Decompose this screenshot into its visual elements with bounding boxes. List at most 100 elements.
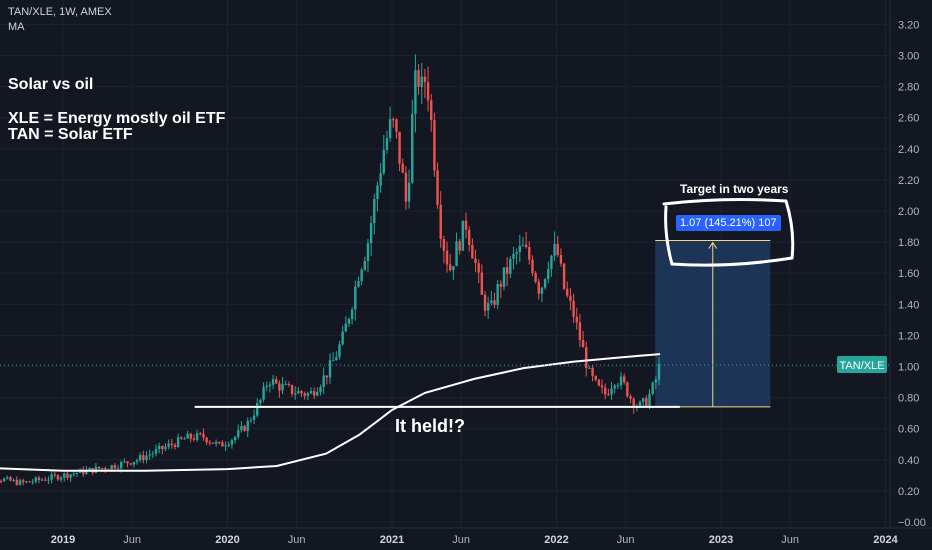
candle-body: [322, 375, 325, 388]
candle-body: [616, 385, 620, 387]
candle-body: [164, 446, 167, 450]
candle-body: [518, 245, 522, 253]
candle-body: [363, 260, 366, 270]
candle-body: [493, 300, 496, 305]
moving-average: [0, 353, 661, 472]
candle-body: [40, 479, 44, 481]
candle-body: [496, 283, 499, 305]
candle-body: [281, 384, 284, 391]
candle-body: [44, 479, 47, 481]
candle-body: [597, 379, 601, 386]
x-tick-label: Jun: [617, 534, 635, 546]
candle-body: [594, 375, 597, 380]
candle-body: [379, 173, 382, 186]
candle-body: [142, 455, 145, 461]
candle-body: [461, 220, 465, 251]
candle-body: [401, 163, 404, 173]
candles: [0, 54, 661, 486]
x-tick-label: 2022: [544, 534, 568, 546]
candle-body: [626, 382, 629, 397]
y-tick-label: 2.00: [898, 206, 919, 218]
candle-body: [230, 440, 234, 445]
candle-body: [632, 398, 635, 407]
candle-body: [116, 468, 120, 470]
y-tick-label: 1.60: [898, 268, 919, 280]
candle-body: [657, 364, 661, 380]
indicator-label[interactable]: MA: [8, 21, 25, 33]
candle-body: [21, 480, 25, 483]
candle-body: [227, 444, 230, 446]
candle-body: [528, 247, 531, 260]
candle-body: [524, 244, 528, 248]
candle-body: [534, 273, 537, 282]
candle-body: [189, 433, 193, 439]
candle-body: [123, 461, 126, 463]
candle-body: [575, 316, 578, 323]
candle-body: [559, 254, 563, 264]
candle-body: [499, 283, 503, 287]
candle-body: [34, 477, 37, 482]
x-tick-label: Jun: [452, 534, 470, 546]
candle-body: [505, 267, 509, 274]
target-circle: [662, 198, 795, 267]
symbol-title: TAN/XLE, 1W, AMEX: [8, 6, 112, 18]
candle-body: [622, 376, 626, 383]
candle-body: [192, 438, 196, 440]
candle-body: [53, 474, 56, 476]
candle-body: [120, 462, 123, 469]
candle-body: [85, 469, 88, 474]
x-tick-label: Jun: [123, 534, 141, 546]
candle-body: [145, 455, 148, 461]
candle-body: [208, 442, 211, 444]
candle-body: [550, 255, 553, 270]
candle-body: [173, 444, 177, 447]
candle-body: [373, 198, 376, 224]
y-axis[interactable]: 3.20 3.00 2.80 2.60 2.40 2.20 2.00 1.80 1.60 1.40…: [889, 0, 926, 529]
candle-body: [607, 394, 610, 396]
candle-body: [195, 433, 199, 440]
candle-body: [585, 347, 588, 368]
candle-body: [464, 220, 468, 230]
candle-body: [385, 138, 389, 150]
candle-body: [312, 391, 316, 396]
candle-body: [366, 243, 370, 261]
candle-body: [562, 263, 566, 289]
candle-body: [467, 229, 471, 245]
candle-body: [553, 244, 556, 256]
candle-body: [183, 438, 186, 440]
y-tick-label: 1.20: [898, 330, 919, 342]
candle-body: [445, 250, 449, 265]
candle-body: [202, 433, 205, 438]
candle-body: [243, 426, 246, 431]
candle-body: [97, 466, 101, 469]
y-tick-label: 3.20: [898, 19, 919, 31]
candle-body: [480, 272, 484, 295]
candle-body: [436, 170, 439, 205]
price-tag-label: TAN/XLE: [839, 360, 884, 372]
candle-body: [350, 309, 354, 319]
candle-body: [167, 443, 170, 447]
y-tick-label: 0.60: [898, 424, 919, 436]
candle-body: [376, 185, 379, 199]
candle-body: [154, 449, 158, 454]
y-tick-label: 0.80: [898, 393, 919, 405]
x-axis[interactable]: 2019 Jun 2020 Jun 2021 Jun 2022 Jun 2023 Jun 2024: [0, 527, 932, 546]
candle-body: [392, 119, 395, 121]
candle-body: [205, 437, 208, 443]
candle-body: [0, 481, 3, 483]
candle-body: [471, 244, 474, 259]
candle-body: [641, 398, 645, 402]
note-title: Solar vs oil: [8, 76, 94, 93]
candle-body: [224, 445, 227, 447]
candle-body: [531, 259, 534, 274]
candle-body: [455, 241, 458, 267]
candle-body: [433, 120, 436, 171]
candle-body: [521, 244, 525, 246]
candle-body: [328, 360, 332, 378]
candle-body: [543, 279, 547, 288]
candle-body: [388, 119, 392, 139]
x-tick-label: 2019: [51, 534, 75, 546]
candle-body: [512, 253, 515, 259]
